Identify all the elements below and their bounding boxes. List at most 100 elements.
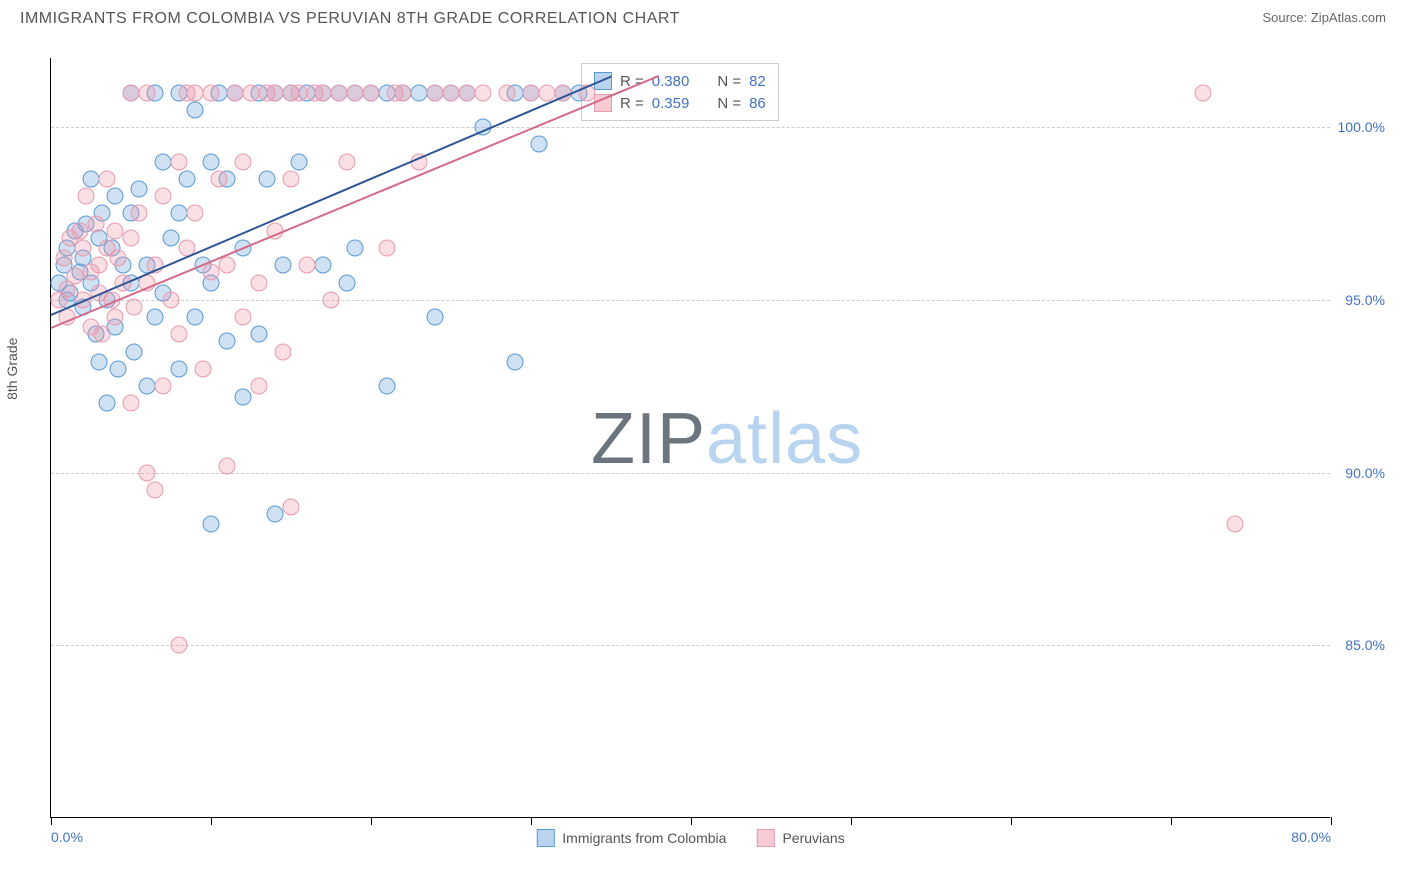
scatter-point bbox=[110, 360, 127, 377]
x-tick bbox=[371, 817, 372, 825]
scatter-point bbox=[235, 153, 252, 170]
y-axis-label: 8th Grade bbox=[4, 338, 20, 400]
scatter-point bbox=[251, 274, 268, 291]
trend-line bbox=[51, 75, 660, 329]
scatter-point bbox=[147, 481, 164, 498]
scatter-point bbox=[131, 181, 148, 198]
scatter-point bbox=[235, 309, 252, 326]
scatter-point bbox=[75, 240, 92, 257]
stats-legend-row: R =0.380N =82 bbox=[594, 70, 766, 92]
scatter-point bbox=[83, 170, 100, 187]
scatter-point bbox=[363, 84, 380, 101]
gridline bbox=[51, 300, 1330, 301]
scatter-point bbox=[379, 240, 396, 257]
scatter-point bbox=[187, 101, 204, 118]
scatter-point bbox=[339, 153, 356, 170]
scatter-point bbox=[507, 354, 524, 371]
scatter-point bbox=[251, 326, 268, 343]
scatter-point bbox=[443, 84, 460, 101]
legend-item: Peruvians bbox=[756, 829, 844, 847]
scatter-point bbox=[315, 84, 332, 101]
n-value: 82 bbox=[749, 73, 766, 90]
scatter-point bbox=[299, 257, 316, 274]
watermark-part2: atlas bbox=[706, 399, 863, 479]
scatter-point bbox=[107, 309, 124, 326]
scatter-point bbox=[163, 229, 180, 246]
scatter-point bbox=[155, 378, 172, 395]
scatter-point bbox=[94, 326, 111, 343]
scatter-point bbox=[203, 516, 220, 533]
scatter-point bbox=[427, 309, 444, 326]
source-name: ZipAtlas.com bbox=[1311, 10, 1386, 25]
watermark: ZIPatlas bbox=[591, 398, 863, 480]
x-tick bbox=[851, 817, 852, 825]
scatter-point bbox=[99, 170, 116, 187]
scatter-point bbox=[126, 343, 143, 360]
scatter-point bbox=[315, 257, 332, 274]
scatter-point bbox=[267, 84, 284, 101]
scatter-point bbox=[227, 84, 244, 101]
scatter-point bbox=[219, 333, 236, 350]
scatter-point bbox=[459, 84, 476, 101]
scatter-point bbox=[531, 136, 548, 153]
scatter-point bbox=[110, 250, 127, 267]
scatter-point bbox=[91, 257, 108, 274]
scatter-point bbox=[163, 291, 180, 308]
plot-area: ZIPatlas R =0.380N =82R =0.359N =86 Immi… bbox=[50, 58, 1330, 818]
scatter-point bbox=[123, 395, 140, 412]
scatter-point bbox=[275, 343, 292, 360]
scatter-point bbox=[291, 84, 308, 101]
y-tick-label: 90.0% bbox=[1345, 465, 1385, 481]
scatter-point bbox=[251, 378, 268, 395]
scatter-point bbox=[107, 222, 124, 239]
scatter-point bbox=[187, 309, 204, 326]
scatter-point bbox=[71, 222, 88, 239]
x-tick bbox=[1011, 817, 1012, 825]
series-legend: Immigrants from Colombia Peruvians bbox=[536, 829, 844, 847]
scatter-point bbox=[539, 84, 556, 101]
n-label: N = bbox=[717, 73, 741, 90]
scatter-point bbox=[211, 170, 228, 187]
scatter-point bbox=[139, 84, 156, 101]
scatter-point bbox=[499, 84, 516, 101]
scatter-point bbox=[259, 170, 276, 187]
source-prefix: Source: bbox=[1262, 10, 1310, 25]
scatter-point bbox=[475, 84, 492, 101]
scatter-point bbox=[155, 153, 172, 170]
legend-swatch bbox=[536, 829, 554, 847]
scatter-point bbox=[126, 298, 143, 315]
scatter-point bbox=[411, 84, 428, 101]
scatter-point bbox=[275, 257, 292, 274]
scatter-point bbox=[155, 188, 172, 205]
x-tick bbox=[211, 817, 212, 825]
x-tick bbox=[1171, 817, 1172, 825]
y-tick-label: 85.0% bbox=[1345, 637, 1385, 653]
scatter-point bbox=[219, 257, 236, 274]
scatter-point bbox=[323, 291, 340, 308]
scatter-point bbox=[219, 457, 236, 474]
x-tick-label: 80.0% bbox=[1291, 829, 1331, 845]
scatter-point bbox=[395, 84, 412, 101]
scatter-point bbox=[379, 378, 396, 395]
n-label: N = bbox=[717, 95, 741, 112]
scatter-point bbox=[331, 84, 348, 101]
legend-item: Immigrants from Colombia bbox=[536, 829, 726, 847]
scatter-point bbox=[203, 153, 220, 170]
x-tick bbox=[51, 817, 52, 825]
scatter-point bbox=[55, 250, 72, 267]
watermark-part1: ZIP bbox=[591, 399, 706, 479]
scatter-point bbox=[283, 499, 300, 516]
legend-label: Immigrants from Colombia bbox=[562, 830, 726, 846]
scatter-point bbox=[179, 170, 196, 187]
scatter-point bbox=[347, 240, 364, 257]
scatter-point bbox=[107, 188, 124, 205]
scatter-point bbox=[171, 360, 188, 377]
x-tick bbox=[1331, 817, 1332, 825]
scatter-point bbox=[139, 378, 156, 395]
scatter-point bbox=[291, 153, 308, 170]
r-label: R = bbox=[620, 95, 644, 112]
scatter-point bbox=[171, 637, 188, 654]
scatter-point bbox=[99, 395, 116, 412]
scatter-point bbox=[187, 84, 204, 101]
scatter-point bbox=[87, 215, 104, 232]
